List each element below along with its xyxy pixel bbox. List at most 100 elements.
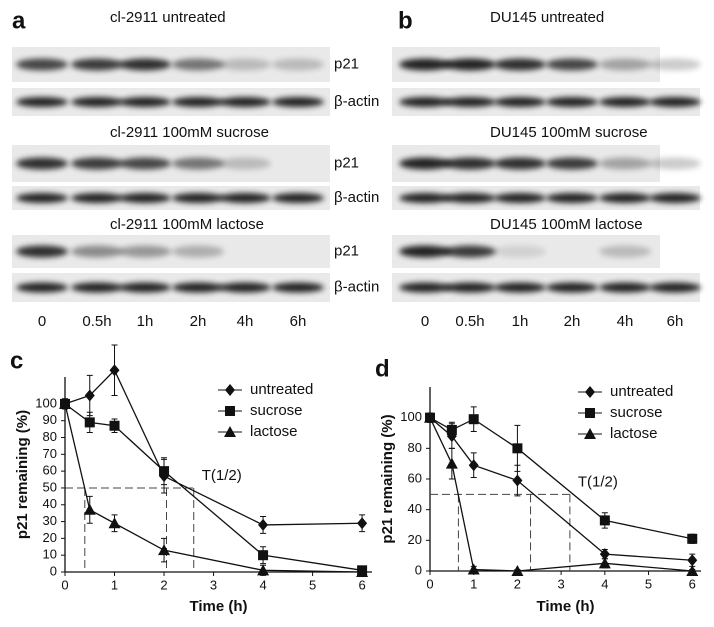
blot-band xyxy=(71,282,123,293)
y-tick-label: 80 xyxy=(408,440,422,455)
blot-band xyxy=(219,193,271,203)
blot-band xyxy=(599,245,651,258)
blot-band xyxy=(599,157,651,170)
blot-band xyxy=(649,97,701,107)
y-axis-label: p21 remaining (%) xyxy=(379,414,396,543)
blot-band xyxy=(494,97,546,107)
blot-band xyxy=(71,157,123,170)
marker xyxy=(424,411,436,423)
blot-band xyxy=(444,245,496,258)
y-tick-label: 40 xyxy=(43,496,57,511)
legend-label: untreated xyxy=(610,383,673,400)
blot-band xyxy=(119,245,171,258)
blot-band xyxy=(599,58,651,71)
blot-band xyxy=(71,97,123,107)
blot-band xyxy=(272,97,324,107)
blot-band xyxy=(272,282,324,293)
time-label: 4h xyxy=(617,313,634,330)
x-tick-label: 5 xyxy=(645,576,652,591)
marker xyxy=(512,474,523,487)
marker xyxy=(599,548,610,561)
marker xyxy=(84,389,95,402)
blot-band xyxy=(649,58,701,71)
marker xyxy=(467,563,480,575)
row-label: β-actin xyxy=(334,189,379,206)
blot-band xyxy=(219,157,271,170)
legend-label: untreated xyxy=(250,381,313,398)
blot-band xyxy=(16,193,68,203)
y-tick-label: 100 xyxy=(400,409,422,424)
blot-band xyxy=(444,97,496,107)
blot-band xyxy=(119,58,171,71)
blot-band xyxy=(444,58,496,71)
blot-band xyxy=(71,245,123,258)
marker xyxy=(59,397,71,409)
panel-label: d xyxy=(375,355,390,382)
marker xyxy=(84,417,95,428)
blot-band xyxy=(546,157,598,170)
y-tick-label: 0 xyxy=(50,563,57,578)
legend-label: sucrose xyxy=(250,402,303,419)
x-tick-label: 6 xyxy=(358,577,365,592)
series-line xyxy=(64,369,363,526)
marker xyxy=(257,564,270,576)
y-tick-label: 100 xyxy=(35,395,57,410)
blot-band xyxy=(546,97,598,107)
y-tick-label: 80 xyxy=(43,429,57,444)
blot-band xyxy=(219,282,271,293)
blot-band xyxy=(399,58,451,71)
marker xyxy=(109,364,120,377)
x-tick-label: 1 xyxy=(470,576,477,591)
x-axis-label: Time (h) xyxy=(536,598,594,615)
marker xyxy=(108,517,121,529)
legend-marker xyxy=(585,408,595,418)
blot-band xyxy=(399,157,451,170)
blot-band xyxy=(649,193,701,203)
panel-label: a xyxy=(12,7,26,34)
half-life-label: T(1/2) xyxy=(578,473,618,490)
blot-band xyxy=(546,58,598,71)
x-tick-label: 3 xyxy=(558,576,565,591)
marker xyxy=(598,557,611,569)
legend-marker xyxy=(225,406,235,416)
blot-band xyxy=(172,58,224,71)
row-label: p21 xyxy=(334,242,359,259)
y-tick-label: 40 xyxy=(408,501,422,516)
blot-band xyxy=(16,97,68,107)
blot-band xyxy=(119,193,171,203)
blot-title: cl-2911 100mM sucrose xyxy=(110,124,269,141)
y-tick-label: 10 xyxy=(43,547,57,562)
blot-band xyxy=(172,157,224,170)
time-label: 0 xyxy=(421,313,429,330)
blot-band xyxy=(219,58,271,71)
blot-band xyxy=(494,282,546,293)
blot-band xyxy=(119,97,171,107)
blot-band xyxy=(172,97,224,107)
x-axis-label: Time (h) xyxy=(189,598,247,615)
blot-title: cl-2911 100mM lactose xyxy=(110,216,264,233)
legend-marker xyxy=(584,428,596,439)
blot-band xyxy=(599,282,651,293)
marker xyxy=(468,414,479,425)
marker xyxy=(258,518,269,531)
legend-marker xyxy=(585,386,595,398)
blot-band xyxy=(494,58,546,71)
x-tick-label: 2 xyxy=(514,576,521,591)
blot-title: cl-2911 untreated xyxy=(110,9,226,26)
blot-band xyxy=(16,157,68,170)
time-label: 6h xyxy=(290,313,307,330)
marker xyxy=(446,424,457,435)
row-label: β-actin xyxy=(334,278,379,295)
blot-band xyxy=(172,282,224,293)
y-axis-label: p21 remaining (%) xyxy=(14,410,31,539)
blot-band xyxy=(494,245,546,258)
marker xyxy=(445,457,458,469)
x-tick-label: 4 xyxy=(601,576,608,591)
y-tick-label: 30 xyxy=(43,513,57,528)
marker xyxy=(687,533,698,544)
blot-band xyxy=(172,193,224,203)
time-label: 0.5h xyxy=(82,313,111,330)
marker xyxy=(686,565,699,576)
blot-band xyxy=(399,245,451,258)
